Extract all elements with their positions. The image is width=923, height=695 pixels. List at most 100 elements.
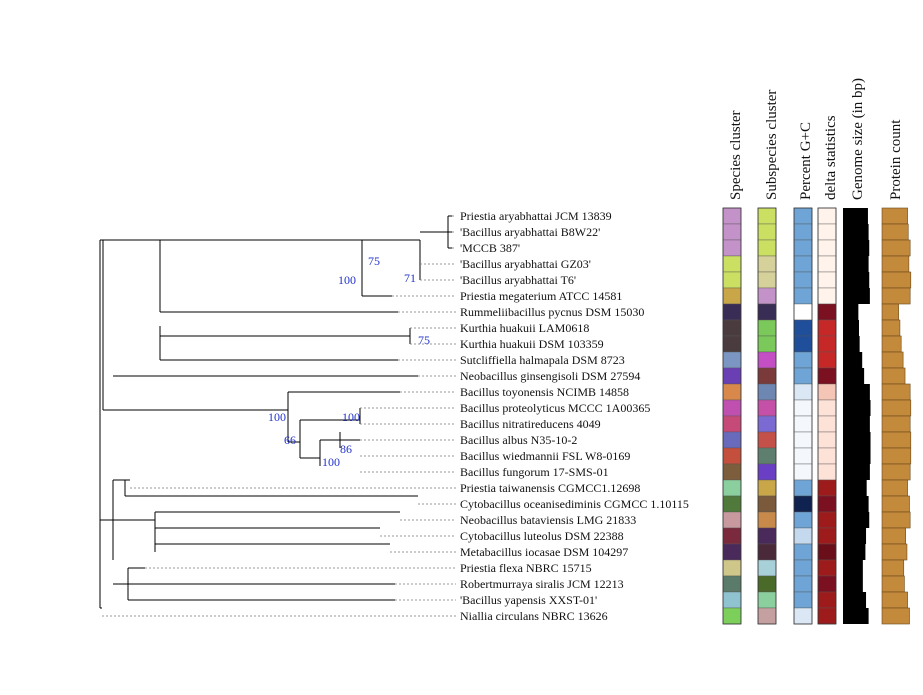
column-headers: Species cluster Subspecies cluster Percent… (728, 78, 904, 200)
subspecies-cluster-cell (757, 575, 777, 593)
gc-cell (793, 303, 813, 321)
species-cluster-cell (722, 479, 742, 497)
taxon-label: 'Bacillus aryabhattai B8W22' (460, 225, 600, 239)
protein-count-bar (881, 591, 908, 609)
species-cluster-cell (722, 255, 742, 273)
delta-cell (817, 495, 837, 513)
delta-cell (817, 415, 837, 433)
gc-cell (793, 207, 813, 225)
subspecies-cluster-cell (757, 431, 777, 449)
subspecies-cluster-cell (757, 479, 777, 497)
genome-size-bar (843, 336, 860, 352)
bootstrap-value: 86 (340, 442, 352, 456)
species-cluster-cell (722, 607, 742, 625)
species-cluster-cell (722, 287, 742, 305)
genome-size-bar (843, 464, 870, 480)
genome-size-bar (843, 256, 869, 272)
taxon-label: Bacillus albus N35-10-2 (460, 433, 577, 447)
protein-count-bar (881, 271, 912, 289)
subspecies-cluster-cell (757, 495, 777, 513)
protein-count-bar (881, 431, 912, 449)
delta-cell (817, 511, 837, 529)
gc-cell (793, 383, 813, 401)
genome-size-bar (843, 576, 863, 592)
species-cluster-cell (722, 495, 742, 513)
bootstrap-value: 100 (268, 410, 286, 424)
genome-size-bar (843, 592, 867, 608)
bootstrap-value: 100 (338, 273, 356, 287)
gc-cell (793, 335, 813, 353)
species-cluster-cell (722, 239, 742, 257)
delta-cell (817, 575, 837, 593)
protein-count-bar (881, 527, 906, 545)
gc-cell (793, 415, 813, 433)
subspecies-cluster-cell (757, 319, 777, 337)
taxon-label: Cytobacillus oceanisediminis CGMCC 1.101… (460, 497, 689, 511)
subspecies-cluster-cell (757, 271, 777, 289)
gc-cell (793, 431, 813, 449)
delta-cell (817, 431, 837, 449)
protein-count-bar (881, 559, 905, 577)
taxon-label: Neobacillus ginsengisoli DSM 27594 (460, 369, 640, 383)
protein-count-bar (881, 255, 910, 273)
column-header: Protein count (888, 119, 904, 200)
taxon-label: Kurthia huakuii LAM0618 (460, 321, 589, 335)
genome-size-bar (843, 288, 870, 304)
protein-count-bar (881, 415, 911, 433)
subspecies-cluster-cell (757, 607, 777, 625)
genome-size-bar (843, 544, 866, 560)
genome-size-bar (843, 272, 870, 288)
delta-cell (817, 335, 837, 353)
gc-cell (793, 239, 813, 257)
column-frame (722, 207, 742, 625)
species-cluster-cell (722, 591, 742, 609)
gc-cell (793, 351, 813, 369)
subspecies-cluster-cell (757, 351, 777, 369)
species-cluster-cell (722, 527, 742, 545)
delta-cell (817, 527, 837, 545)
genome-size-bar (843, 512, 870, 528)
taxon-label: Kurthia huakuii DSM 103359 (460, 337, 604, 351)
gc-cell (793, 223, 813, 241)
bootstrap-value: 75 (368, 254, 380, 268)
protein-count-bar (881, 495, 910, 513)
subspecies-cluster-cell (757, 399, 777, 417)
delta-cell (817, 271, 837, 289)
genome-size-bar (843, 304, 859, 320)
genome-size-bar (843, 352, 863, 368)
column-header: Species cluster (728, 110, 744, 200)
column-header: Percent G+C (798, 122, 814, 200)
gc-cell (793, 543, 813, 561)
column-header: Genome size (in bp) (850, 78, 866, 200)
species-cluster-cell (722, 351, 742, 369)
taxon-label: Niallia circulans NBRC 13626 (460, 609, 608, 623)
gc-cell (793, 255, 813, 273)
delta-cell (817, 319, 837, 337)
delta-cell (817, 383, 837, 401)
annotation-columns (722, 207, 912, 625)
gc-cell (793, 271, 813, 289)
delta-cell (817, 591, 837, 609)
genome-size-bar (843, 608, 869, 624)
protein-count-bar (881, 399, 912, 417)
taxon-label: Priestia aryabhattai JCM 13839 (460, 209, 612, 223)
subspecies-cluster-cell (757, 367, 777, 385)
species-cluster-cell (722, 447, 742, 465)
leader-lines (102, 215, 456, 617)
taxon-labels: Priestia aryabhattai JCM 13839 'Bacillus … (460, 209, 689, 623)
delta-cell (817, 399, 837, 417)
genome-size-bar (843, 528, 867, 544)
taxon-label: 'Bacillus aryabhattai GZ03' (460, 257, 591, 271)
species-cluster-cell (722, 511, 742, 529)
genome-size-bar (843, 368, 865, 384)
delta-cell (817, 287, 837, 305)
species-cluster-cell (722, 543, 742, 561)
genome-size-bar (843, 400, 871, 416)
protein-count-bar (881, 383, 911, 401)
subspecies-cluster-cell (757, 415, 777, 433)
protein-count-bar (881, 239, 911, 257)
taxon-label: Neobacillus bataviensis LMG 21833 (460, 513, 636, 527)
column-header: delta statistics (823, 115, 839, 200)
subspecies-cluster-cell (757, 383, 777, 401)
species-cluster-cell (722, 431, 742, 449)
